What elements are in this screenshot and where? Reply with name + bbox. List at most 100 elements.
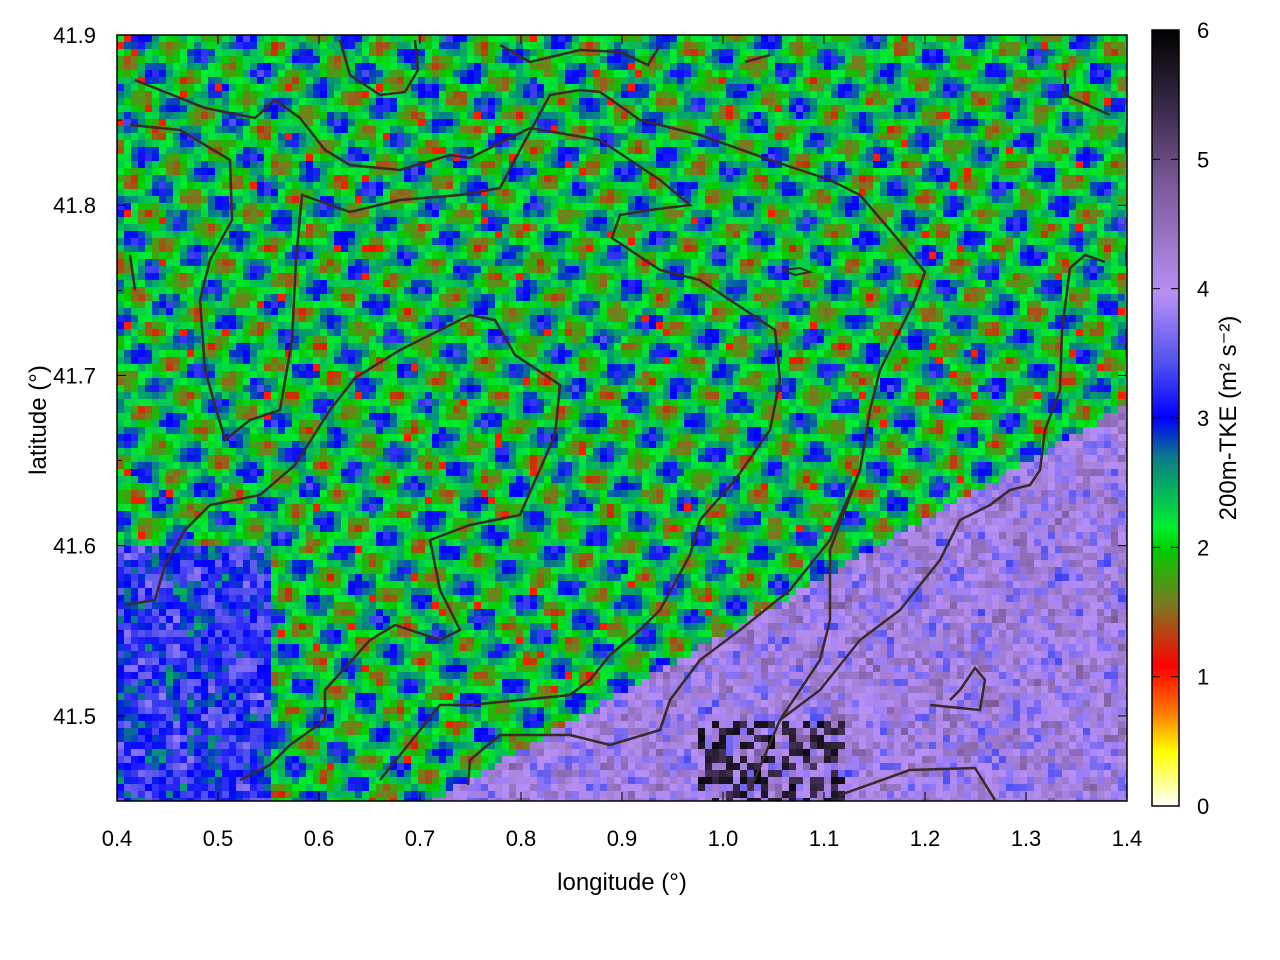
heatmap-cell [516, 175, 524, 183]
heatmap-cell [656, 259, 664, 267]
heatmap-cell [369, 189, 377, 197]
heatmap-cell [537, 119, 545, 127]
heatmap-cell [796, 175, 804, 183]
heatmap-cell [1041, 70, 1049, 78]
heatmap-cell [642, 245, 650, 253]
heatmap-cell [1125, 91, 1127, 99]
heatmap-cell [390, 196, 398, 204]
heatmap-cell [957, 84, 965, 92]
heatmap-cell [978, 105, 986, 113]
heatmap-cell [159, 259, 167, 267]
heatmap-cell [285, 154, 293, 162]
heatmap-cell [229, 112, 237, 120]
heatmap-cell [390, 238, 398, 246]
heatmap-cell [495, 196, 503, 204]
heatmap-cell [880, 189, 888, 197]
heatmap-cell [733, 189, 741, 197]
heatmap-cell [901, 98, 909, 106]
heatmap-cell [1013, 42, 1021, 50]
heatmap-cell [999, 203, 1007, 211]
heatmap-cell [1125, 182, 1127, 190]
heatmap-cell [369, 140, 377, 148]
heatmap-cell [719, 189, 727, 197]
heatmap-cell [796, 245, 804, 253]
heatmap-cell [1125, 259, 1127, 267]
heatmap-cell [936, 49, 944, 57]
heatmap-cell [418, 182, 426, 190]
heatmap-cell [159, 105, 167, 113]
heatmap-cell [537, 147, 545, 155]
heatmap-cell [1013, 77, 1021, 85]
heatmap-cell [894, 35, 902, 43]
heatmap-cell [397, 147, 405, 155]
heatmap-cell [397, 77, 405, 85]
heatmap-cell [593, 49, 601, 57]
heatmap-cell [1090, 203, 1098, 211]
heatmap-cell [1027, 245, 1035, 253]
heatmap-cell [334, 35, 342, 43]
heatmap-cell [761, 175, 769, 183]
heatmap-cell [236, 182, 244, 190]
heatmap-cell [131, 182, 139, 190]
heatmap-cell [187, 252, 195, 260]
heatmap-cell [740, 77, 748, 85]
heatmap-cell [1020, 266, 1028, 274]
heatmap-cell [586, 245, 594, 253]
heatmap-cell [607, 98, 615, 106]
heatmap-cell [362, 63, 370, 71]
heatmap-cell [614, 112, 622, 120]
heatmap-cell [698, 231, 706, 239]
heatmap-cell [460, 161, 468, 169]
heatmap-cell [502, 77, 510, 85]
heatmap-cell [572, 140, 580, 148]
heatmap-cell [1013, 49, 1021, 57]
heatmap-cell [467, 217, 475, 225]
heatmap-cell [376, 161, 384, 169]
heatmap-cell [453, 77, 461, 85]
heatmap-cell [1034, 252, 1042, 260]
heatmap-cell [565, 231, 573, 239]
heatmap-cell [1104, 182, 1112, 190]
heatmap-cell [1013, 126, 1021, 134]
heatmap-cell [1055, 266, 1063, 274]
heatmap-cell [635, 140, 643, 148]
heatmap-cell [1104, 224, 1112, 232]
heatmap-cell [929, 77, 937, 85]
heatmap-cell [866, 91, 874, 99]
heatmap-cell [250, 84, 258, 92]
heatmap-cell [460, 168, 468, 176]
heatmap-cell [278, 196, 286, 204]
heatmap-cell [915, 126, 923, 134]
heatmap-cell [327, 182, 335, 190]
heatmap-cell [278, 245, 286, 253]
heatmap-cell [460, 175, 468, 183]
heatmap-cell [439, 105, 447, 113]
heatmap-cell [320, 70, 328, 78]
heatmap-cell [446, 56, 454, 64]
heatmap-cell [922, 35, 930, 43]
heatmap-cell [901, 210, 909, 218]
heatmap-cell [824, 154, 832, 162]
heatmap-cell [621, 266, 629, 274]
heatmap-cell [222, 196, 230, 204]
heatmap-cell [572, 42, 580, 50]
heatmap-cell [572, 266, 580, 274]
heatmap-cell [124, 105, 132, 113]
heatmap-cell [649, 49, 657, 57]
heatmap-cell [796, 161, 804, 169]
heatmap-cell [292, 42, 300, 50]
heatmap-cell [180, 126, 188, 134]
heatmap-cell [754, 245, 762, 253]
heatmap-cell [523, 168, 531, 176]
heatmap-cell [992, 105, 1000, 113]
heatmap-cell [614, 42, 622, 50]
heatmap-cell [1097, 210, 1105, 218]
heatmap-cell [320, 147, 328, 155]
heatmap-cell [355, 126, 363, 134]
heatmap-cell [943, 84, 951, 92]
heatmap-cell [488, 84, 496, 92]
heatmap-cell [467, 77, 475, 85]
heatmap-cell [285, 91, 293, 99]
heatmap-cell [845, 175, 853, 183]
heatmap-cell [327, 189, 335, 197]
